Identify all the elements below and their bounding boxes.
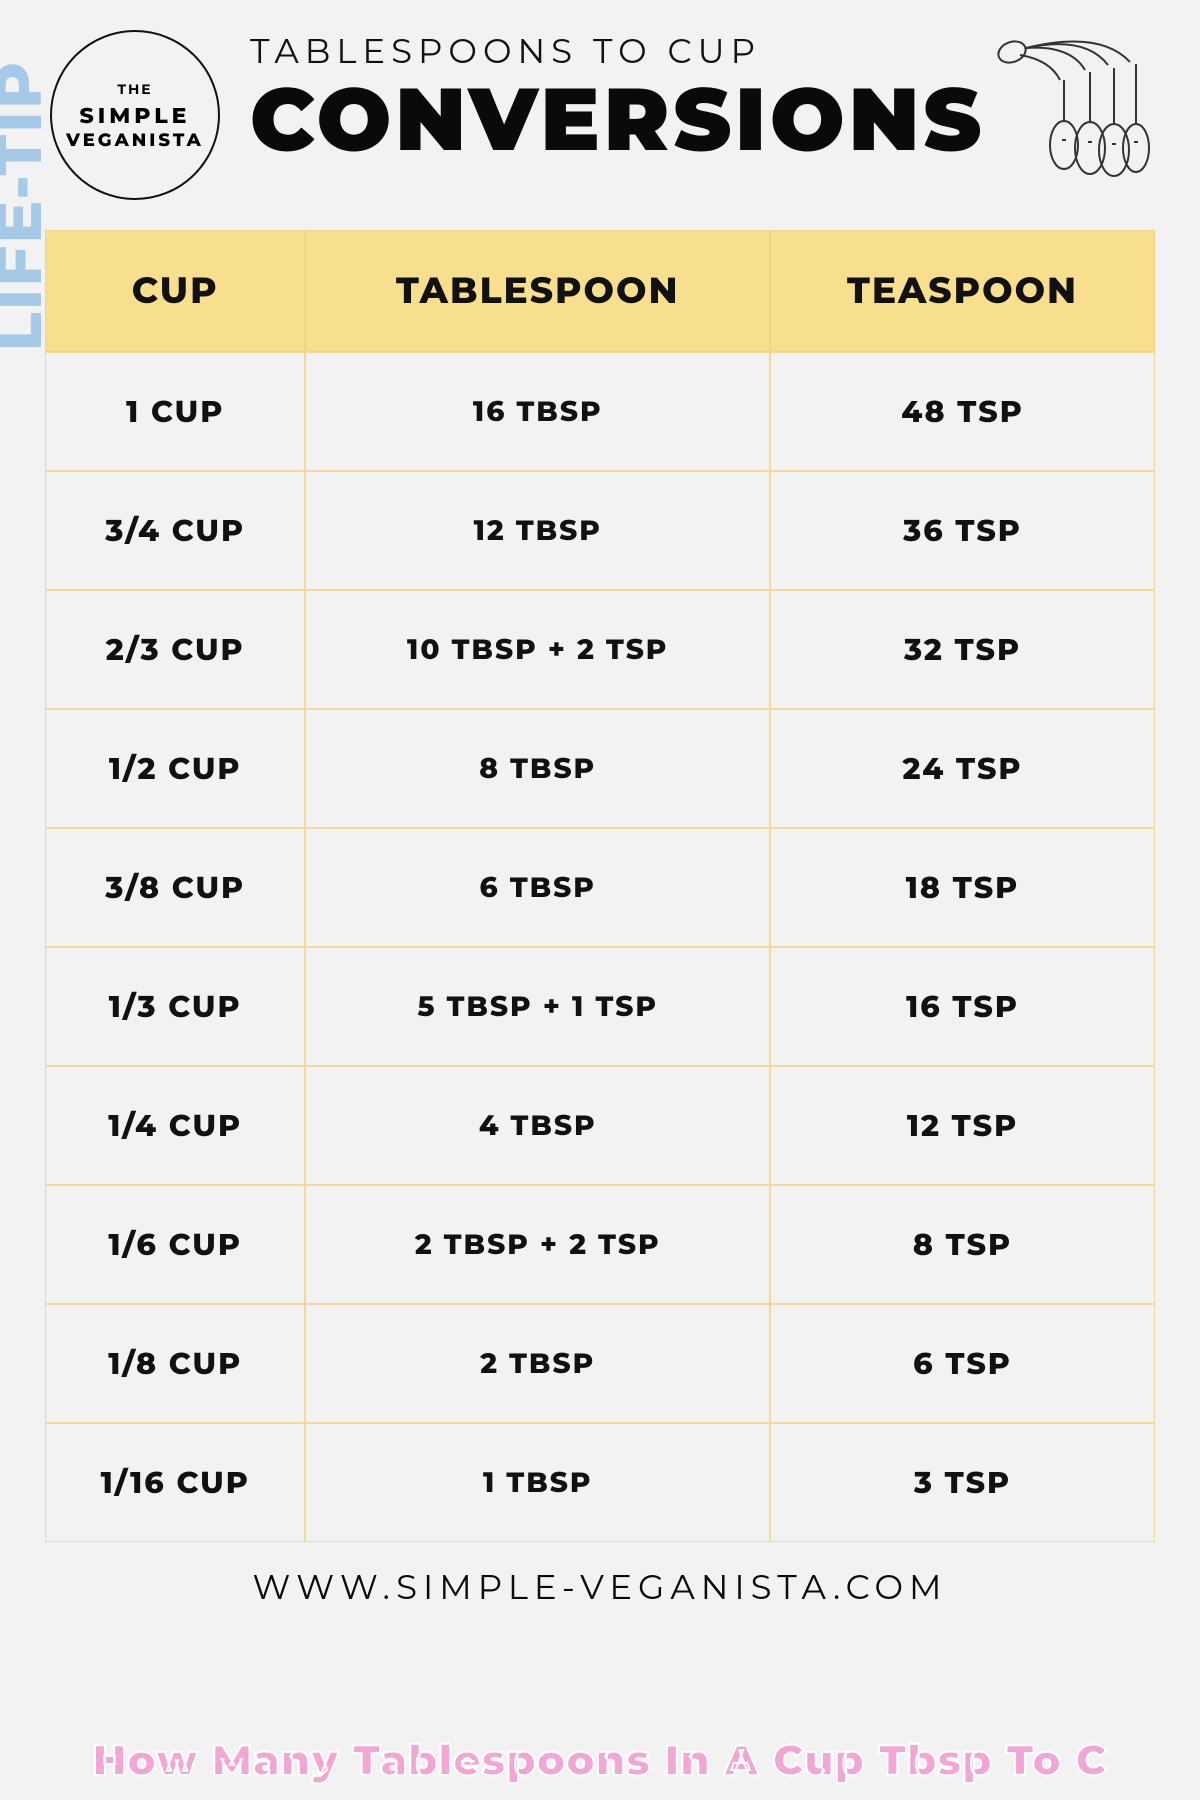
cell-tbsp: 12 TBSP (305, 471, 770, 590)
col-cup: CUP (45, 230, 305, 352)
header: THE SIMPLE VEGANISTA TABLESPOONS TO CUP … (0, 0, 1200, 220)
table-row: 2/3 CUP10 TBSP + 2 TSP32 TSP (45, 590, 1155, 709)
cell-tsp: 36 TSP (770, 471, 1155, 590)
cell-tsp: 16 TSP (770, 947, 1155, 1066)
cell-tsp: 48 TSP (770, 352, 1155, 471)
cell-cup: 3/4 CUP (45, 471, 305, 590)
cell-cup: 1/4 CUP (45, 1066, 305, 1185)
cell-tsp: 8 TSP (770, 1185, 1155, 1304)
table-row: 3/8 CUP6 TBSP18 TSP (45, 828, 1155, 947)
cell-cup: 1/8 CUP (45, 1304, 305, 1423)
measuring-spoons-icon (990, 30, 1150, 190)
cell-tbsp: 1 TBSP (305, 1423, 770, 1542)
table-row: 1 CUP16 TBSP48 TSP (45, 352, 1155, 471)
cell-cup: 1/2 CUP (45, 709, 305, 828)
cell-tsp: 3 TSP (770, 1423, 1155, 1542)
cell-cup: 2/3 CUP (45, 590, 305, 709)
table-row: 1/4 CUP4 TBSP12 TSP (45, 1066, 1155, 1185)
cell-cup: 3/8 CUP (45, 828, 305, 947)
footer-url: WWW.SIMPLE-VEGANISTA.COM (0, 1566, 1200, 1608)
cell-tbsp: 2 TBSP (305, 1304, 770, 1423)
cell-tbsp: 6 TBSP (305, 828, 770, 947)
cell-tsp: 12 TSP (770, 1066, 1155, 1185)
col-teaspoon: TEASPOON (770, 230, 1155, 352)
cell-cup: 1/16 CUP (45, 1423, 305, 1542)
cell-cup: 1/3 CUP (45, 947, 305, 1066)
cell-cup: 1/6 CUP (45, 1185, 305, 1304)
col-tablespoon: TABLESPOON (305, 230, 770, 352)
bottom-caption: How Many Tablespoons In A Cup Tbsp To C (0, 1734, 1200, 1786)
table-row: 1/6 CUP2 TBSP + 2 TSP8 TSP (45, 1185, 1155, 1304)
table-row: 1/2 CUP8 TBSP24 TSP (45, 709, 1155, 828)
cell-tbsp: 8 TBSP (305, 709, 770, 828)
table-row: 1/8 CUP2 TBSP6 TSP (45, 1304, 1155, 1423)
cell-cup: 1 CUP (45, 352, 305, 471)
table-row: 1/3 CUP5 TBSP + 1 TSP16 TSP (45, 947, 1155, 1066)
logo-line1: THE (117, 80, 152, 98)
cell-tbsp: 5 TBSP + 1 TSP (305, 947, 770, 1066)
conversion-table: CUP TABLESPOON TEASPOON 1 CUP16 TBSP48 T… (45, 230, 1155, 1542)
cell-tbsp: 2 TBSP + 2 TSP (305, 1185, 770, 1304)
cell-tsp: 32 TSP (770, 590, 1155, 709)
cell-tsp: 18 TSP (770, 828, 1155, 947)
table-row: 3/4 CUP12 TBSP36 TSP (45, 471, 1155, 590)
cell-tsp: 6 TSP (770, 1304, 1155, 1423)
logo-line3: VEGANISTA (66, 129, 204, 151)
table-header-row: CUP TABLESPOON TEASPOON (45, 230, 1155, 352)
logo-line2: SIMPLE (80, 102, 191, 129)
cell-tbsp: 16 TBSP (305, 352, 770, 471)
cell-tsp: 24 TSP (770, 709, 1155, 828)
watermark-left: LIFE-TIP (0, 60, 58, 351)
cell-tbsp: 4 TBSP (305, 1066, 770, 1185)
logo-badge: THE SIMPLE VEGANISTA (50, 30, 220, 200)
cell-tbsp: 10 TBSP + 2 TSP (305, 590, 770, 709)
table-row: 1/16 CUP1 TBSP3 TSP (45, 1423, 1155, 1542)
